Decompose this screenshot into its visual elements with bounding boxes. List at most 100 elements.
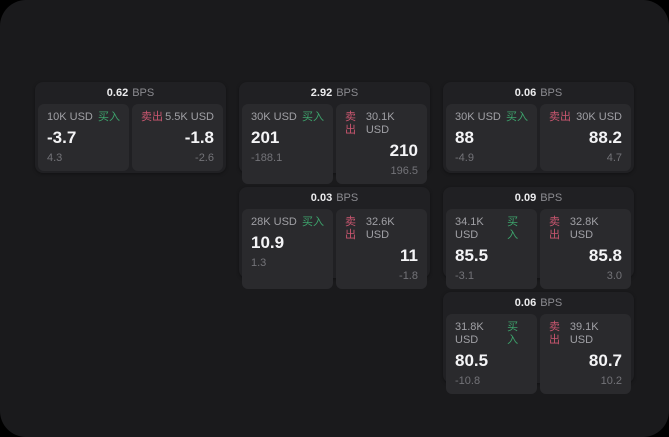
buy-size-label: 30K USD: [251, 111, 297, 123]
bps-unit-label: BPS: [540, 87, 563, 99]
buy-tag: 买入: [507, 216, 519, 241]
sell-quote-panel[interactable]: 卖出 39.1K USD 80.7 10.2: [540, 314, 631, 394]
buy-price-value: 201: [251, 128, 280, 147]
sell-delta-value: 10.2: [600, 375, 622, 387]
bps-unit-label: BPS: [540, 192, 563, 204]
sell-tag: 卖出: [141, 111, 163, 123]
buy-delta-value: 1.3: [251, 257, 267, 269]
buy-price-value: 85.5: [455, 246, 489, 265]
buy-delta-value: -4.9: [455, 152, 474, 164]
sell-quote-panel[interactable]: 卖出 32.8K USD 85.8 3.0: [540, 209, 631, 289]
buy-panel-top: 30K USD 买入: [455, 111, 528, 124]
quote-card: 0.62 BPS 10K USD 买入 -3.7 4.3 卖出 5.5K USD…: [35, 82, 226, 173]
quote-card-body: 30K USD 买入 201 -188.1 卖出 30.1K USD 210 1…: [239, 104, 430, 187]
quote-card-body: 31.8K USD 买入 80.5 -10.8 卖出 39.1K USD 80.…: [443, 314, 634, 397]
buy-quote-panel[interactable]: 30K USD 买入 88 -4.9: [446, 104, 537, 171]
sell-size-label: 39.1K USD: [569, 321, 599, 346]
bps-header: 0.06 BPS: [443, 292, 634, 314]
sell-size-label: 30.1K USD: [365, 111, 395, 136]
buy-size-label: 30K USD: [455, 111, 501, 123]
sell-panel-top: 卖出 5.5K USD: [141, 111, 214, 124]
sell-tag: 卖出: [549, 216, 560, 241]
quote-card-grid: 0.62 BPS 10K USD 买入 -3.7 4.3 卖出 5.5K USD…: [35, 82, 634, 394]
buy-panel-top: 34.1K USD 买入: [455, 216, 528, 242]
buy-tag: 买入: [302, 111, 324, 123]
buy-tag: 买入: [98, 111, 120, 123]
quote-card-body: 10K USD 买入 -3.7 4.3 卖出 5.5K USD -1.8 -2.…: [35, 104, 226, 174]
buy-size-label: 31.8K USD: [455, 321, 484, 346]
buy-delta-value: -10.8: [455, 375, 481, 387]
bps-value: 0.62: [106, 87, 129, 99]
buy-tag: 买入: [507, 321, 519, 346]
sell-panel-top: 卖出 30K USD: [549, 111, 622, 124]
sell-price-value: 210: [389, 141, 418, 160]
buy-quote-panel[interactable]: 30K USD 买入 201 -188.1: [242, 104, 333, 184]
buy-price-value: 10.9: [251, 233, 285, 252]
quote-card: 0.06 BPS 31.8K USD 买入 80.5 -10.8 卖出 39.1…: [443, 292, 634, 394]
bps-header: 0.06 BPS: [443, 82, 634, 104]
bps-unit-label: BPS: [540, 297, 563, 309]
sell-panel-top: 卖出 32.6K USD: [345, 216, 418, 242]
buy-size-label: 28K USD: [251, 216, 297, 228]
sell-size-label: 5.5K USD: [165, 111, 214, 123]
buy-tag: 买入: [302, 216, 324, 228]
buy-panel-top: 28K USD 买入: [251, 216, 324, 229]
sell-panel-top: 卖出 32.8K USD: [549, 216, 622, 242]
sell-quote-panel[interactable]: 卖出 32.6K USD 11 -1.8: [336, 209, 427, 289]
quote-card: 0.03 BPS 28K USD 买入 10.9 1.3 卖出 32.6K US…: [239, 187, 430, 289]
sell-quote-panel[interactable]: 卖出 30K USD 88.2 4.7: [540, 104, 631, 171]
quote-card-body: 34.1K USD 买入 85.5 -3.1 卖出 32.8K USD 85.8…: [443, 209, 634, 292]
buy-price-value: 80.5: [455, 351, 489, 370]
sell-quote-panel[interactable]: 卖出 5.5K USD -1.8 -2.6: [132, 104, 223, 171]
bps-value: 0.06: [514, 297, 537, 309]
bps-header: 0.09 BPS: [443, 187, 634, 209]
buy-panel-top: 31.8K USD 买入: [455, 321, 528, 347]
buy-quote-panel[interactable]: 28K USD 买入 10.9 1.3: [242, 209, 333, 289]
buy-panel-top: 10K USD 买入: [47, 111, 120, 124]
buy-panel-top: 30K USD 买入: [251, 111, 324, 124]
sell-size-label: 30K USD: [576, 111, 622, 123]
bps-value: 2.92: [310, 87, 333, 99]
quote-card: 2.92 BPS 30K USD 买入 201 -188.1 卖出 30.1K …: [239, 82, 430, 184]
bps-unit-label: BPS: [336, 87, 359, 99]
buy-quote-panel[interactable]: 10K USD 买入 -3.7 4.3: [38, 104, 129, 171]
bps-unit-label: BPS: [336, 192, 359, 204]
bps-header: 2.92 BPS: [239, 82, 430, 104]
sell-price-value: -1.8: [184, 128, 214, 147]
sell-price-value: 85.8: [588, 246, 622, 265]
quote-card-body: 30K USD 买入 88 -4.9 卖出 30K USD 88.2 4.7: [443, 104, 634, 174]
quote-card-body: 28K USD 买入 10.9 1.3 卖出 32.6K USD 11 -1.8: [239, 209, 430, 292]
bps-unit-label: BPS: [132, 87, 155, 99]
bps-value: 0.03: [310, 192, 333, 204]
quote-card: 0.06 BPS 30K USD 买入 88 -4.9 卖出 30K USD 8…: [443, 82, 634, 173]
sell-quote-panel[interactable]: 卖出 30.1K USD 210 196.5: [336, 104, 427, 184]
sell-panel-top: 卖出 39.1K USD: [549, 321, 622, 347]
sell-tag: 卖出: [549, 321, 560, 346]
sell-size-label: 32.6K USD: [365, 216, 395, 241]
sell-delta-value: 4.7: [606, 152, 622, 164]
sell-tag: 卖出: [345, 216, 356, 241]
buy-size-label: 10K USD: [47, 111, 93, 123]
sell-size-label: 32.8K USD: [569, 216, 599, 241]
buy-quote-panel[interactable]: 31.8K USD 买入 80.5 -10.8: [446, 314, 537, 394]
sell-panel-top: 卖出 30.1K USD: [345, 111, 418, 137]
bps-header: 0.03 BPS: [239, 187, 430, 209]
sell-delta-value: 3.0: [606, 270, 622, 282]
sell-price-value: 88.2: [588, 128, 622, 147]
bps-value: 0.09: [514, 192, 537, 204]
buy-price-value: 88: [455, 128, 474, 147]
sell-price-value: 11: [400, 246, 418, 265]
bps-value: 0.06: [514, 87, 537, 99]
buy-quote-panel[interactable]: 34.1K USD 买入 85.5 -3.1: [446, 209, 537, 289]
bps-header: 0.62 BPS: [35, 82, 226, 104]
sell-price-value: 80.7: [588, 351, 622, 370]
sell-delta-value: -2.6: [195, 152, 214, 164]
sell-delta-value: 196.5: [390, 165, 418, 177]
sell-delta-value: -1.8: [399, 270, 418, 282]
quote-card: 0.09 BPS 34.1K USD 买入 85.5 -3.1 卖出 32.8K…: [443, 187, 634, 289]
buy-price-value: -3.7: [47, 128, 77, 147]
buy-delta-value: -3.1: [455, 270, 474, 282]
buy-tag: 买入: [506, 111, 528, 123]
buy-size-label: 34.1K USD: [455, 216, 484, 241]
